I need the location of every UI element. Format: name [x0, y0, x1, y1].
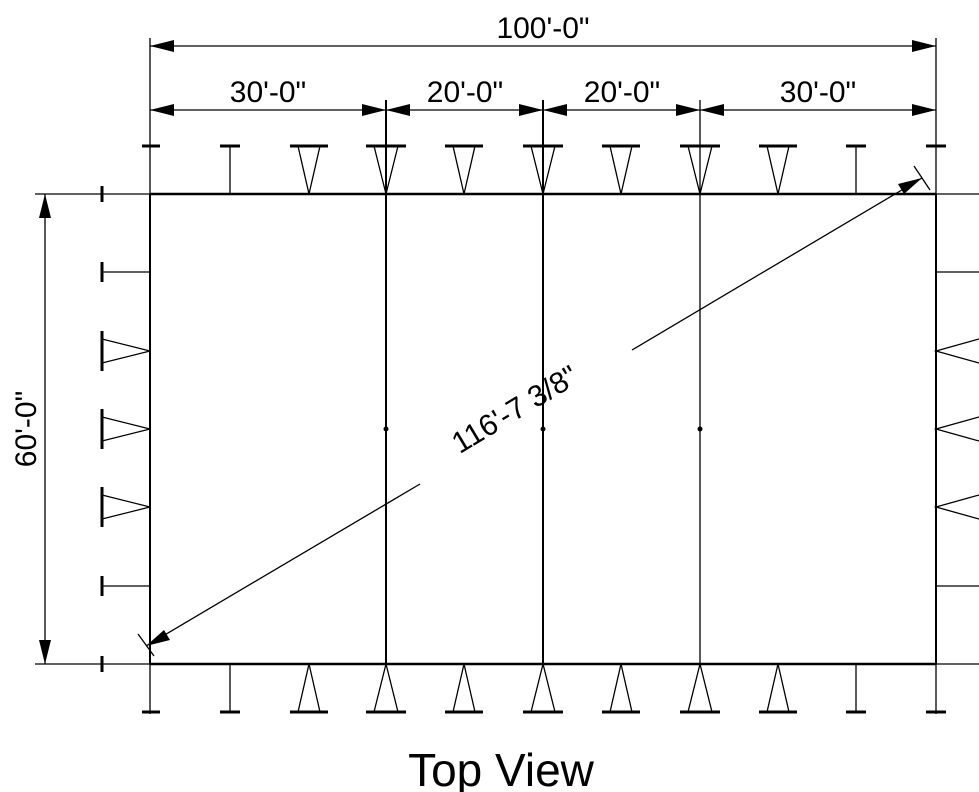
bay-dim-4: 30'-0" [780, 76, 856, 109]
left-members [100, 186, 151, 672]
page-title: Top View [408, 744, 595, 792]
right-members [933, 271, 979, 587]
bay-dim-2: 20'-0" [427, 76, 503, 109]
diagonal-label: 116'-7 3/8" [446, 359, 584, 460]
top-members [142, 144, 946, 195]
diagonal-dimension: 116'-7 3/8" [137, 165, 931, 657]
overall-width-dimension: 100'-0" [150, 12, 936, 52]
height-label: 60'-0" [10, 391, 43, 467]
bay-dimensions: 30'-0" 20'-0" 20'-0" 30'-0" [150, 76, 936, 116]
overall-width-label: 100'-0" [496, 12, 589, 45]
bay-dim-3: 20'-0" [584, 76, 660, 109]
bay-dim-1: 30'-0" [230, 76, 306, 109]
bottom-members [142, 663, 946, 714]
height-dimension: 60'-0" [10, 194, 51, 664]
